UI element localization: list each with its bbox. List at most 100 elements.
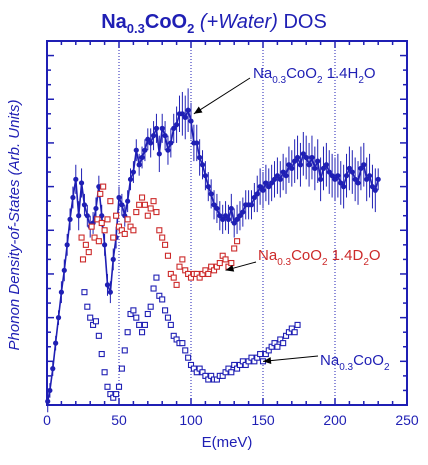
data-point (147, 303, 154, 310)
data-point (145, 136, 151, 142)
data-point (144, 212, 151, 219)
data-point (133, 314, 140, 321)
x-tick-label-50: 50 (111, 412, 127, 428)
data-point (138, 329, 146, 336)
x-tick-label-0: 0 (43, 412, 51, 428)
data-point (176, 263, 183, 270)
data-point (110, 256, 116, 262)
data-point (97, 190, 104, 197)
data-point (141, 201, 148, 208)
data-point (375, 176, 381, 182)
data-point (222, 213, 229, 219)
data-point (355, 180, 361, 186)
data-point (323, 162, 329, 168)
data-point (231, 220, 237, 226)
plot-frame (46, 40, 408, 406)
data-point (237, 213, 243, 219)
data-point (170, 274, 177, 281)
annotation-arrows (193, 77, 319, 365)
data-point (211, 202, 217, 208)
data-point (162, 307, 169, 314)
data-point (107, 289, 113, 295)
data-point (257, 184, 263, 190)
data-point (216, 259, 223, 267)
data-point (162, 241, 169, 248)
data-point (130, 307, 137, 314)
data-point (110, 234, 117, 241)
data-point (306, 162, 312, 168)
data-point (64, 242, 70, 248)
arrowhead-dry (263, 357, 272, 365)
data-point (179, 111, 185, 117)
data-point (98, 350, 105, 358)
data-point (222, 256, 229, 263)
data-point (79, 256, 87, 263)
data-point (116, 194, 122, 201)
data-point (164, 252, 172, 259)
data-point (45, 398, 51, 404)
data-point (220, 216, 226, 222)
data-point (369, 184, 376, 190)
data-point (159, 234, 166, 241)
data-point (156, 151, 162, 157)
data-point (335, 173, 341, 179)
data-point (87, 314, 94, 321)
data-point (113, 391, 120, 398)
data-point (315, 158, 321, 164)
y-axis-label: Phonon Density-of-States (Arb. Units) (6, 100, 23, 351)
data-point (280, 340, 287, 347)
data-point (234, 216, 240, 222)
data-point (164, 314, 172, 321)
data-point (124, 329, 131, 336)
data-point (286, 162, 292, 168)
data-point (76, 213, 82, 219)
data-point (165, 147, 171, 153)
data-point (139, 154, 145, 161)
data-point (95, 332, 102, 339)
data-point (144, 310, 151, 318)
data-point (153, 209, 160, 216)
x-tick-labels: 0 50 100 150 200 250 (43, 412, 419, 428)
data-point (346, 165, 352, 171)
data-point (292, 158, 298, 164)
data-point (352, 176, 358, 182)
data-point (234, 238, 241, 245)
data-point (194, 140, 200, 146)
data-point (102, 242, 108, 248)
data-point (81, 202, 88, 208)
series-d2o (78, 183, 241, 288)
data-point (101, 369, 108, 376)
data-point (82, 241, 89, 248)
series-dry (81, 274, 301, 401)
arrow-dry (262, 355, 319, 362)
data-point (289, 165, 295, 171)
data-point (205, 184, 211, 190)
data-point (130, 227, 137, 234)
x-tick-label-150: 150 (251, 412, 275, 428)
data-point (329, 173, 335, 179)
gridlines (118, 41, 336, 405)
data-point (361, 162, 367, 168)
data-point (73, 176, 79, 182)
x-tick-label-250: 250 (395, 412, 419, 428)
data-point (202, 173, 208, 179)
data-point (326, 169, 332, 175)
data-point (179, 256, 186, 263)
data-point (150, 198, 157, 205)
data-point (168, 140, 174, 146)
data-point (167, 321, 174, 328)
data-point (185, 354, 192, 361)
data-point (205, 270, 212, 278)
data-point (231, 245, 238, 252)
data-point (277, 176, 283, 182)
data-point (53, 340, 59, 346)
data-point (349, 169, 355, 175)
data-point (119, 202, 125, 208)
data-point (118, 365, 125, 372)
data-point (254, 191, 260, 197)
data-point (94, 216, 101, 223)
data-point (303, 154, 309, 161)
data-point (100, 183, 107, 190)
data-point (372, 187, 378, 193)
data-point (173, 281, 180, 288)
